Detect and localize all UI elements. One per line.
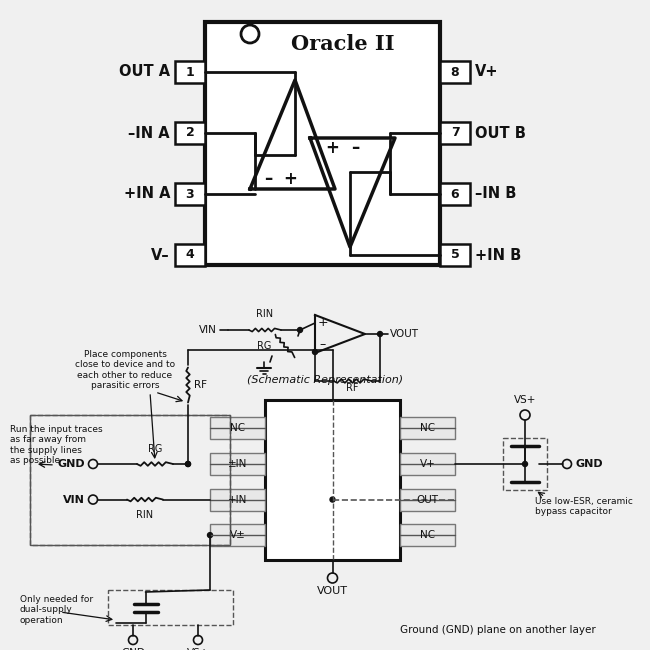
- Text: NC: NC: [420, 530, 435, 540]
- Text: RIN: RIN: [257, 309, 274, 319]
- Text: Run the input traces
as far away from
the supply lines
as possible: Run the input traces as far away from th…: [10, 425, 103, 465]
- Text: 1: 1: [186, 66, 194, 79]
- Text: 4: 4: [186, 248, 194, 261]
- Text: OUT: OUT: [417, 495, 439, 504]
- Text: +: +: [318, 315, 328, 328]
- Text: +IN B: +IN B: [475, 248, 521, 263]
- Bar: [400, 489, 455, 510]
- Bar: [503, 438, 547, 490]
- Text: (Schematic Representation): (Schematic Representation): [247, 375, 403, 385]
- Text: –: –: [351, 139, 359, 157]
- Text: 7: 7: [450, 127, 460, 140]
- Bar: [400, 524, 455, 546]
- Text: Only needed for
dual-supply
operation: Only needed for dual-supply operation: [20, 595, 93, 625]
- Text: –: –: [320, 339, 326, 352]
- Bar: [175, 244, 205, 266]
- Circle shape: [298, 328, 302, 333]
- Bar: [440, 122, 470, 144]
- Text: 6: 6: [450, 187, 460, 200]
- Text: 5: 5: [450, 248, 460, 261]
- Bar: [30, 415, 230, 545]
- Bar: [210, 453, 265, 475]
- Bar: [440, 244, 470, 266]
- Text: GND: GND: [57, 459, 85, 469]
- Text: Ground (GND) plane on another layer: Ground (GND) plane on another layer: [400, 625, 596, 635]
- Bar: [205, 22, 440, 265]
- Text: Place components
close to device and to
each other to reduce
parasitic errors: Place components close to device and to …: [75, 350, 175, 390]
- Text: –: –: [264, 170, 272, 188]
- Text: V+: V+: [420, 459, 436, 469]
- Text: GND: GND: [575, 459, 603, 469]
- Bar: [400, 417, 455, 439]
- Text: V+: V+: [475, 64, 499, 79]
- Text: 2: 2: [186, 127, 194, 140]
- Bar: [440, 61, 470, 83]
- Bar: [30, 415, 230, 545]
- Text: –IN A: –IN A: [129, 125, 170, 140]
- Text: NC: NC: [230, 423, 245, 434]
- Text: RF: RF: [346, 383, 359, 393]
- Text: VOUT: VOUT: [390, 329, 419, 339]
- Bar: [108, 590, 233, 625]
- Bar: [175, 61, 205, 83]
- Circle shape: [378, 332, 382, 337]
- Circle shape: [207, 532, 213, 538]
- Text: Use low-ESR, ceramic
bypass capacitor: Use low-ESR, ceramic bypass capacitor: [535, 497, 633, 516]
- Text: OUT A: OUT A: [119, 64, 170, 79]
- Text: V–: V–: [151, 248, 170, 263]
- Bar: [265, 400, 400, 560]
- Bar: [440, 183, 470, 205]
- Text: VS±: VS±: [187, 648, 209, 650]
- Text: –IN B: –IN B: [475, 187, 516, 202]
- Bar: [400, 453, 455, 475]
- Text: +: +: [325, 139, 339, 157]
- Circle shape: [523, 462, 528, 467]
- Text: RG: RG: [257, 341, 271, 351]
- Circle shape: [330, 497, 335, 502]
- Text: VIN: VIN: [199, 325, 217, 335]
- Text: VS+: VS+: [514, 395, 536, 405]
- Text: RF: RF: [194, 380, 207, 390]
- Text: GND: GND: [121, 648, 145, 650]
- Text: NC: NC: [420, 423, 435, 434]
- Text: 8: 8: [450, 66, 460, 79]
- Text: VIN: VIN: [63, 495, 85, 504]
- Text: OUT B: OUT B: [475, 125, 526, 140]
- Circle shape: [313, 350, 317, 354]
- Text: +IN A: +IN A: [124, 187, 170, 202]
- Text: 3: 3: [186, 187, 194, 200]
- Text: RIN: RIN: [136, 510, 153, 519]
- Circle shape: [185, 462, 190, 467]
- Bar: [210, 524, 265, 546]
- Text: VOUT: VOUT: [317, 586, 348, 596]
- Text: RG: RG: [148, 444, 162, 454]
- Text: V±: V±: [229, 530, 246, 540]
- Bar: [175, 183, 205, 205]
- Bar: [175, 122, 205, 144]
- Bar: [210, 489, 265, 510]
- Text: +: +: [283, 170, 297, 188]
- Bar: [210, 417, 265, 439]
- Text: ±IN: ±IN: [227, 459, 247, 469]
- Text: +IN: +IN: [227, 495, 247, 504]
- Text: Oracle II: Oracle II: [291, 34, 395, 54]
- Circle shape: [185, 462, 190, 467]
